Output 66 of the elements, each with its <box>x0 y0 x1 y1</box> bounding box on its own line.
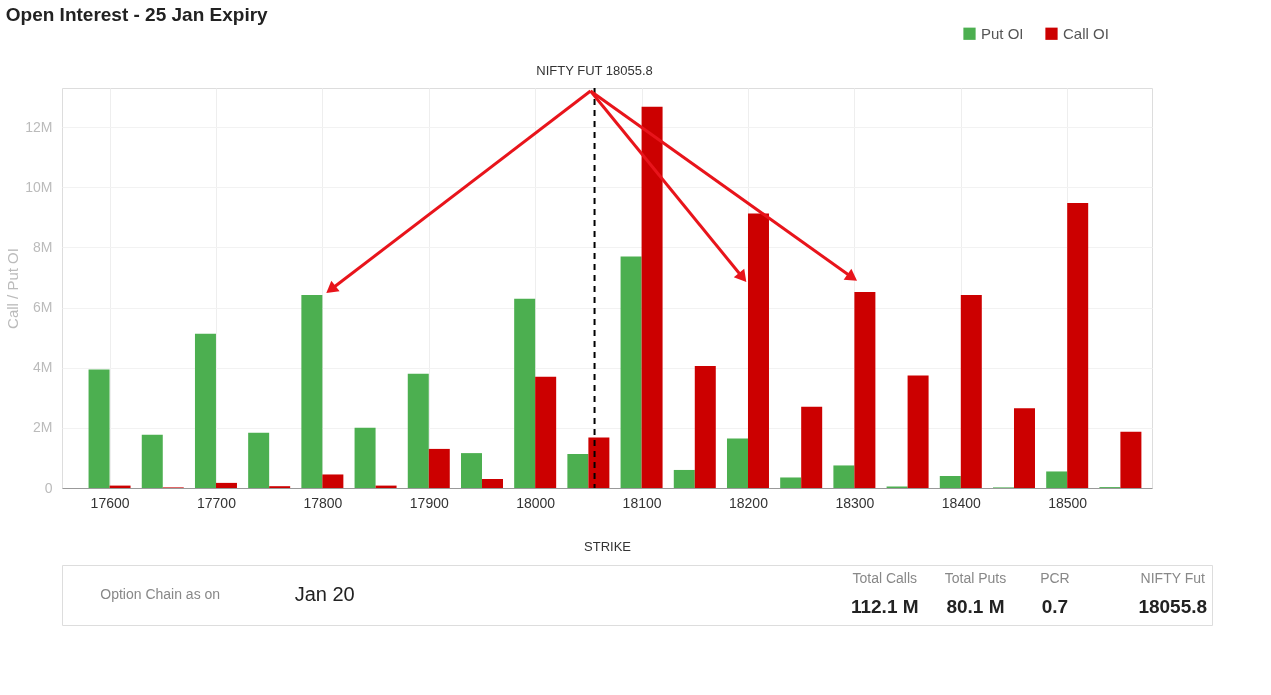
y-tick-label: 2M <box>33 419 53 436</box>
y-tick-label: 12M <box>25 118 53 135</box>
bar <box>641 106 663 488</box>
bar <box>215 482 237 488</box>
bar <box>514 298 536 488</box>
bar <box>694 365 716 488</box>
bar <box>907 375 929 488</box>
bar <box>939 475 961 488</box>
text: 80.1 M <box>946 596 1005 617</box>
text: 0.7 <box>1041 596 1069 617</box>
bar <box>1046 471 1068 488</box>
y-axis-title: Call / Put OI <box>4 248 22 329</box>
bar <box>194 333 216 488</box>
bar <box>1120 431 1142 488</box>
bar <box>1014 408 1035 488</box>
bar <box>407 373 429 488</box>
bar <box>354 427 376 488</box>
bar <box>960 294 982 488</box>
x-tick-label: 17600 <box>90 494 130 511</box>
x-tick-label: 18500 <box>1048 494 1088 511</box>
bar <box>248 432 270 488</box>
bar <box>428 448 450 488</box>
bar <box>567 454 589 488</box>
bar <box>620 256 642 488</box>
x-tick-label: 17800 <box>303 494 343 511</box>
y-tick-label: 8M <box>33 238 53 255</box>
x-tick-label: 17900 <box>409 494 449 511</box>
bar <box>481 478 503 488</box>
bar <box>1067 202 1089 488</box>
y-tick-label: 4M <box>33 359 53 376</box>
x-axis-title: STRIKE <box>584 538 632 554</box>
bar <box>780 477 802 488</box>
x-tick-label: 18300 <box>835 494 875 511</box>
legend-label: Put OI <box>981 24 1024 42</box>
text: 112.1 M <box>850 596 919 617</box>
x-tick-label: 17700 <box>197 494 237 511</box>
text: Option Chain as on <box>100 586 221 602</box>
bar <box>673 469 695 488</box>
text: NIFTY Fut <box>1140 570 1205 586</box>
bar <box>854 291 876 488</box>
ref-line-label: NIFTY FUT 18055.8 <box>536 63 653 78</box>
y-tick-label: 0 <box>44 479 53 496</box>
x-tick-label: 18100 <box>622 494 662 511</box>
bar <box>833 465 855 488</box>
text: Total Puts <box>944 570 1007 586</box>
bar <box>726 438 748 488</box>
bar <box>460 453 482 488</box>
x-tick-label: 18400 <box>941 494 981 511</box>
bar <box>322 474 344 488</box>
bar <box>588 437 610 488</box>
bar <box>535 376 557 488</box>
y-tick-label: 10M <box>25 178 53 195</box>
chart-title: Open Interest - 25 Jan Expiry <box>5 4 269 25</box>
legend-label: Call OI <box>1063 24 1109 42</box>
bar <box>141 434 163 488</box>
text: Total Calls <box>852 570 918 586</box>
bar <box>801 406 823 488</box>
text: 18055.8 <box>1138 596 1208 617</box>
text: PCR <box>1040 570 1070 586</box>
y-tick-label: 6M <box>33 299 53 316</box>
bar <box>301 294 323 488</box>
text: Jan 20 <box>294 583 355 605</box>
bar <box>88 369 110 488</box>
x-tick-label: 18000 <box>516 494 556 511</box>
bar <box>747 213 769 488</box>
x-tick-label: 18200 <box>729 494 769 511</box>
